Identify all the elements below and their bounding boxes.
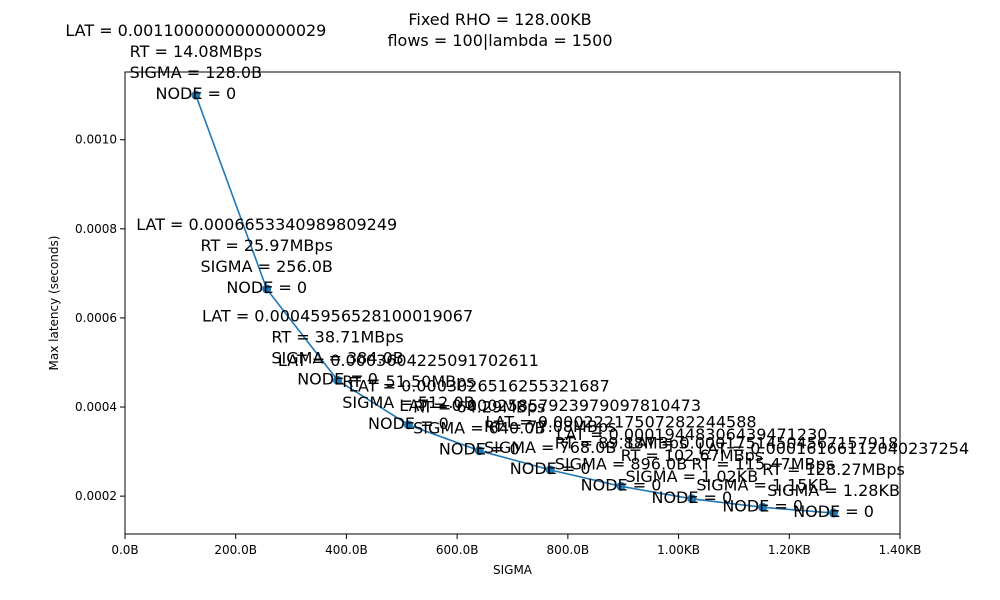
data-label: LAT = 0.0003026516255321687 xyxy=(349,377,610,396)
y-tick-label: 0.0006 xyxy=(75,311,117,325)
data-point xyxy=(758,502,768,512)
x-tick-label: 400.0B xyxy=(325,543,368,557)
data-label: SIGMA = 1.02KB xyxy=(626,467,759,486)
data-label: LAT = 0.0003604225091702611 xyxy=(278,351,539,370)
data-point xyxy=(687,494,697,504)
data-label: LAT = 0.00045956528100019067 xyxy=(202,306,473,325)
data-point xyxy=(829,508,839,518)
data-label: RT = 64.29MBps xyxy=(413,398,545,417)
data-label: SIGMA = 1.15KB xyxy=(696,475,829,494)
data-label: NODE = 0 xyxy=(439,440,520,459)
data-label: RT = 128.27MBps xyxy=(762,460,905,479)
data-label: SIGMA = 128.0B xyxy=(130,63,262,82)
data-label: RT = 14.08MBps xyxy=(130,42,262,61)
data-label: RT = 89.88MBps xyxy=(555,433,687,452)
data-label: NODE = 0 xyxy=(510,459,591,478)
x-tick-label: 1.20KB xyxy=(768,543,811,557)
data-label: LAT = 0.00025857923979097810473 xyxy=(399,396,701,415)
data-point xyxy=(545,465,555,475)
x-tick-label: 1.40KB xyxy=(879,543,922,557)
data-label: NODE = 0 xyxy=(722,496,803,515)
x-tick-label: 200.0B xyxy=(214,543,257,557)
data-label: NODE = 0 xyxy=(297,369,378,388)
data-point xyxy=(403,420,413,430)
data-label: LAT = 0.00016166112040237254 xyxy=(698,439,969,458)
data-point xyxy=(191,90,201,100)
data-label: NODE = 0 xyxy=(155,84,236,103)
data-label: NODE = 0 xyxy=(793,502,874,521)
data-label: NODE = 0 xyxy=(226,278,307,297)
data-label: LAT = 0.0006653340989809249 xyxy=(136,215,397,234)
y-tick-label: 0.0002 xyxy=(75,489,117,503)
data-label: LAT = 0.0011000000000000029 xyxy=(65,21,326,40)
data-label: SIGMA = 384.0B xyxy=(271,348,403,367)
data-point xyxy=(262,284,272,294)
x-axis-label: SIGMA xyxy=(493,563,533,577)
x-tick-label: 0.0B xyxy=(111,543,138,557)
y-tick-label: 0.0008 xyxy=(75,222,117,236)
y-tick-label: 0.0010 xyxy=(75,133,117,147)
data-label: SIGMA = 1.28KB xyxy=(767,481,900,500)
data-label: RT = 77.08MBps xyxy=(484,417,616,436)
x-tick-label: 800.0B xyxy=(547,543,590,557)
data-label: SIGMA = 256.0B xyxy=(201,257,333,276)
data-label: LAT = 0.00017514504567157918 xyxy=(627,433,898,452)
x-tick-label: 600.0B xyxy=(436,543,479,557)
data-label: NODE = 0 xyxy=(368,414,449,433)
data-label: RT = 51.50MBps xyxy=(342,372,474,391)
data-label: RT = 115.47MBps xyxy=(691,454,834,473)
data-label: SIGMA = 640.0B xyxy=(413,419,545,438)
data-label: SIGMA = 768.0B xyxy=(484,438,616,457)
data-label: RT = 38.71MBps xyxy=(271,327,403,346)
series-line xyxy=(195,94,834,514)
y-tick-label: 0.0004 xyxy=(75,400,117,414)
x-tick-label: 1.00KB xyxy=(657,543,700,557)
y-axis-label: Max latency (seconds) xyxy=(47,236,61,371)
data-label: NODE = 0 xyxy=(581,475,662,494)
data-label: RT = 25.97MBps xyxy=(201,236,333,255)
data-label: SIGMA = 896.0B xyxy=(555,454,687,473)
data-label: LAT = 0.00022217507282244588 xyxy=(485,412,756,431)
data-point xyxy=(616,481,626,491)
data-point xyxy=(474,446,484,456)
data-label: SIGMA = 512.0B xyxy=(342,393,474,412)
chart-title-line-2: flows = 100|lambda = 1500 xyxy=(387,31,613,50)
data-point xyxy=(333,375,343,385)
data-label: LAT = 0.00019448306439471230 xyxy=(556,425,827,444)
data-label: NODE = 0 xyxy=(651,488,732,507)
chart-title-line-1: Fixed RHO = 128.00KB xyxy=(408,10,592,29)
plot-frame xyxy=(124,71,901,535)
data-label: RT = 102.67MBps xyxy=(621,446,764,465)
